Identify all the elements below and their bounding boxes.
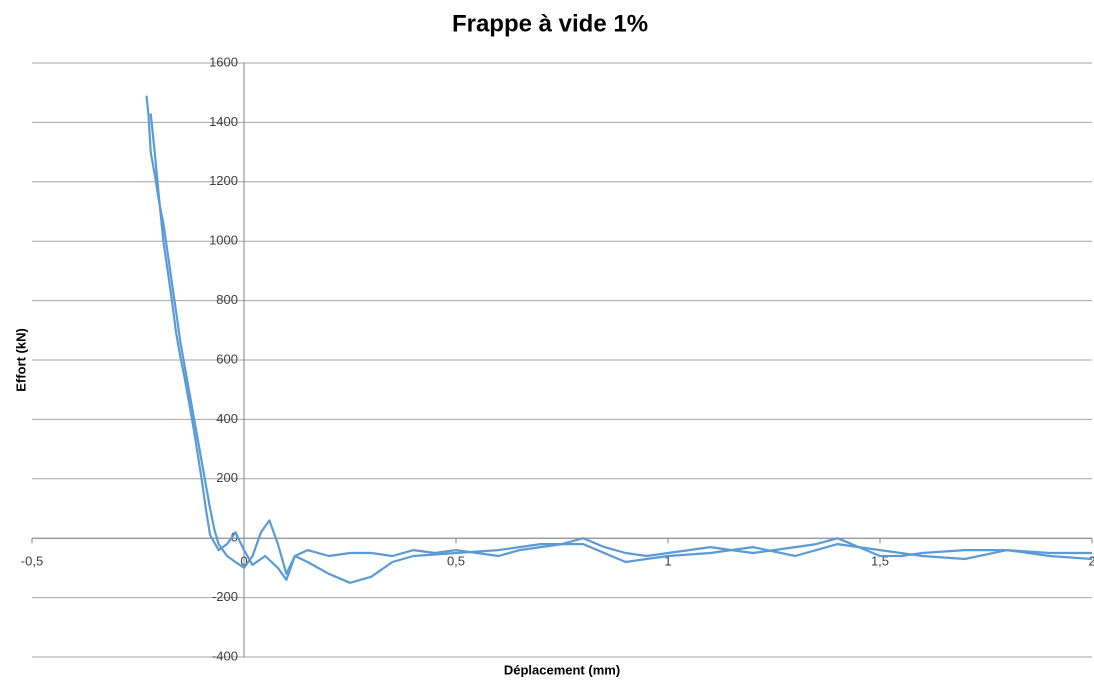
y-tick-label: 1600 — [209, 54, 238, 69]
x-tick-label: 2 — [1088, 554, 1094, 569]
y-tick-label: 600 — [216, 351, 238, 366]
x-tick-label: -0,5 — [21, 554, 43, 569]
data-line — [145, 95, 1092, 575]
x-tick-label: 1 — [664, 554, 671, 569]
chart-title: Frappe à vide 1% — [452, 10, 648, 37]
y-tick-label: -200 — [212, 589, 238, 604]
x-tick-label: 0 — [240, 554, 247, 569]
y-tick-label: 200 — [216, 470, 238, 485]
x-axis-title: Déplacement (mm) — [504, 662, 620, 677]
x-tick-label: 0,5 — [447, 554, 465, 569]
y-tick-label: 1200 — [209, 173, 238, 188]
data-line — [149, 113, 1093, 584]
y-tick-label: 1400 — [209, 114, 238, 129]
y-tick-label: 0 — [231, 530, 238, 545]
y-tick-label: 1000 — [209, 233, 238, 248]
y-tick-label: 400 — [216, 411, 238, 426]
x-tick-label: 1,5 — [871, 554, 889, 569]
y-tick-label: -400 — [212, 648, 238, 663]
y-axis-title: Effort (kN) — [13, 328, 28, 392]
y-tick-label: 800 — [216, 292, 238, 307]
